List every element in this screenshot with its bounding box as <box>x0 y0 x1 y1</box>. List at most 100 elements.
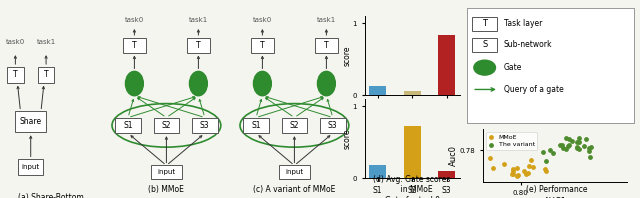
Text: S3: S3 <box>200 121 210 130</box>
MMoE <box>524 164 534 168</box>
Bar <box>369 86 387 95</box>
X-axis label: AUC1: AUC1 <box>544 197 566 198</box>
FancyBboxPatch shape <box>19 159 43 175</box>
FancyBboxPatch shape <box>38 67 54 83</box>
Text: task1: task1 <box>317 17 336 23</box>
Text: Gate: Gate <box>504 63 522 72</box>
The variant <box>563 145 573 148</box>
The variant <box>574 148 584 151</box>
Bar <box>438 171 455 178</box>
Bar <box>404 126 420 178</box>
MMoE <box>499 162 509 165</box>
The variant <box>567 140 577 143</box>
The variant <box>574 141 584 144</box>
Circle shape <box>125 71 143 96</box>
FancyBboxPatch shape <box>154 118 179 133</box>
The variant <box>572 145 582 148</box>
Text: task1: task1 <box>36 39 56 45</box>
Y-axis label: Auc0: Auc0 <box>449 145 458 166</box>
Text: T: T <box>132 41 137 50</box>
Circle shape <box>474 60 495 75</box>
FancyBboxPatch shape <box>7 67 24 83</box>
The variant <box>585 156 595 159</box>
The variant <box>547 151 557 154</box>
MMoE <box>488 166 498 169</box>
Bar <box>438 35 455 95</box>
FancyBboxPatch shape <box>243 118 269 133</box>
FancyBboxPatch shape <box>472 17 497 31</box>
FancyBboxPatch shape <box>472 38 497 51</box>
Text: Query of a gate: Query of a gate <box>504 85 564 94</box>
MMoE <box>508 169 518 173</box>
Text: T: T <box>13 70 18 79</box>
The variant <box>558 147 568 150</box>
Legend: MMoE, The variant: MMoE, The variant <box>486 132 538 150</box>
Text: S2: S2 <box>290 121 299 130</box>
MMoE <box>485 156 495 160</box>
The variant <box>541 159 551 162</box>
Text: Task layer: Task layer <box>504 19 542 29</box>
Text: S1: S1 <box>252 121 260 130</box>
The variant <box>561 137 572 140</box>
MMoE <box>506 172 516 175</box>
FancyBboxPatch shape <box>151 166 182 179</box>
MMoE <box>519 169 529 173</box>
FancyBboxPatch shape <box>15 111 46 132</box>
The variant <box>561 148 572 151</box>
Text: T: T <box>324 41 329 50</box>
X-axis label: Gate for task0: Gate for task0 <box>385 196 440 198</box>
The variant <box>574 137 584 140</box>
The variant <box>557 143 568 146</box>
Bar <box>369 165 387 178</box>
FancyBboxPatch shape <box>192 118 218 133</box>
MMoE <box>508 172 518 176</box>
Text: T: T <box>44 70 49 79</box>
MMoE <box>513 174 524 177</box>
FancyBboxPatch shape <box>320 118 346 133</box>
Text: T: T <box>196 41 201 50</box>
X-axis label: Gate for task1: Gate for task1 <box>385 113 440 122</box>
Bar <box>404 91 420 95</box>
MMoE <box>540 168 550 171</box>
MMoE <box>511 174 522 177</box>
FancyBboxPatch shape <box>315 38 338 53</box>
Text: (e) Performance: (e) Performance <box>526 185 588 194</box>
Text: (d) Avg. Gate scores
    in MMoE: (d) Avg. Gate scores in MMoE <box>374 175 451 194</box>
The variant <box>579 145 589 148</box>
Text: task0: task0 <box>6 39 25 45</box>
MMoE <box>511 166 522 169</box>
MMoE <box>528 166 538 169</box>
Y-axis label: score: score <box>342 128 351 149</box>
The variant <box>586 145 596 148</box>
The variant <box>572 146 582 149</box>
Circle shape <box>317 71 335 96</box>
Text: (b) MMoE: (b) MMoE <box>148 185 184 194</box>
Text: S3: S3 <box>328 121 338 130</box>
Y-axis label: score: score <box>342 45 351 66</box>
MMoE <box>520 173 531 176</box>
Text: Share: Share <box>20 117 42 126</box>
Text: task0: task0 <box>253 17 272 23</box>
The variant <box>564 143 574 146</box>
The variant <box>538 151 548 154</box>
Text: input: input <box>22 164 40 170</box>
Text: task1: task1 <box>189 17 208 23</box>
Text: (c) A variant of MMoE: (c) A variant of MMoE <box>253 185 335 194</box>
The variant <box>556 143 566 146</box>
FancyBboxPatch shape <box>123 38 146 53</box>
MMoE <box>541 169 551 172</box>
Text: T: T <box>260 41 265 50</box>
The variant <box>584 149 595 152</box>
The variant <box>580 138 591 141</box>
The variant <box>545 148 556 151</box>
The variant <box>564 137 574 140</box>
FancyBboxPatch shape <box>187 38 210 53</box>
FancyBboxPatch shape <box>279 166 310 179</box>
Text: (a) Share-Bottom: (a) Share-Bottom <box>19 193 84 198</box>
Text: S1: S1 <box>124 121 132 130</box>
Text: task0: task0 <box>125 17 144 23</box>
MMoE <box>508 168 518 171</box>
Circle shape <box>189 71 207 96</box>
Text: S2: S2 <box>162 121 171 130</box>
FancyBboxPatch shape <box>115 118 141 133</box>
